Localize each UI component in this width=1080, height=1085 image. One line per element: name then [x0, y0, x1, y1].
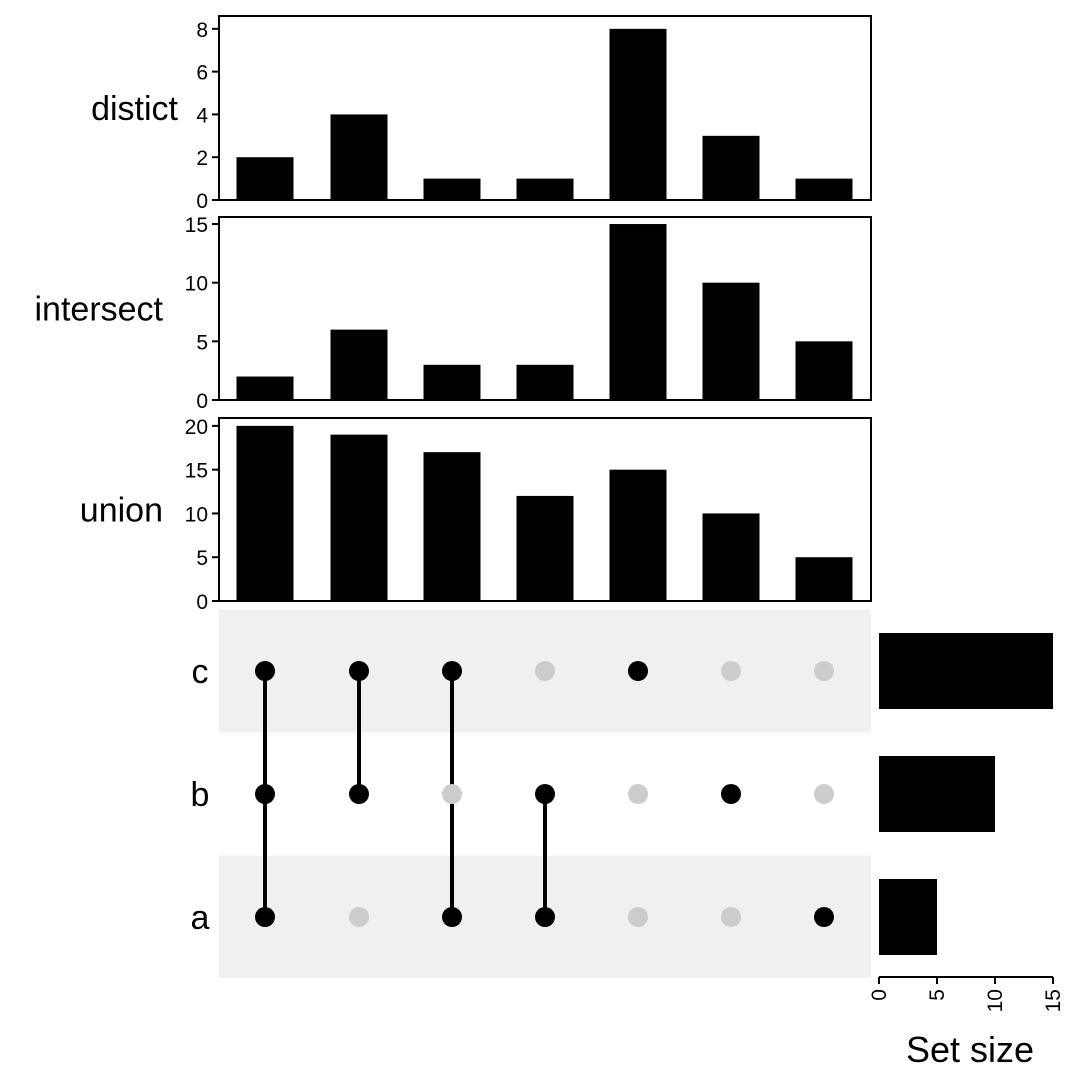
y-tick-label-intersect-5: 5: [196, 331, 208, 354]
panel-label-intersect: intersect: [35, 291, 164, 329]
matrix-dot-2-c-active: [349, 661, 369, 681]
matrix-dot-5-b-inactive: [628, 784, 648, 804]
set-size-tick-label-10: 10: [984, 989, 1007, 1012]
bar-intersect-3: [423, 364, 481, 400]
matrix-dot-2-a-inactive: [349, 907, 369, 927]
matrix-dot-7-b-inactive: [814, 784, 834, 804]
y-tick-label-distict-0: 0: [196, 190, 208, 213]
set-size-tick-label-0: 0: [868, 989, 891, 1001]
matrix-dot-6-c-inactive: [721, 661, 741, 681]
matrix-dot-1-a-active: [255, 907, 275, 927]
y-tick-label-intersect-10: 10: [185, 273, 208, 296]
bar-intersect-2: [330, 329, 388, 400]
set-label-c: c: [192, 653, 209, 691]
y-tick-label-union-0: 0: [196, 591, 208, 614]
set-size-bar-b: [879, 756, 996, 832]
matrix-dot-7-c-inactive: [814, 661, 834, 681]
panel-frame-distict: [218, 15, 872, 201]
bar-union-2: [330, 434, 388, 601]
matrix-dot-2-b-active: [349, 784, 369, 804]
bar-union-4: [516, 495, 574, 601]
y-tick-label-intersect-0: 0: [196, 390, 208, 413]
matrix-dot-5-a-inactive: [628, 907, 648, 927]
y-tick-label-distict-4: 4: [196, 104, 208, 127]
set-label-b: b: [191, 776, 210, 814]
y-tick-label-intersect-15: 15: [185, 214, 208, 237]
matrix-dot-4-b-active: [535, 784, 555, 804]
matrix-dot-1-c-active: [255, 661, 275, 681]
matrix-dot-5-c-active: [628, 661, 648, 681]
panel-label-distict: distict: [91, 90, 178, 128]
y-tick-label-union-15: 15: [185, 460, 208, 483]
set-size-bar-c: [879, 633, 1054, 709]
matrix-dot-7-a-active: [814, 907, 834, 927]
y-tick-label-union-5: 5: [196, 547, 208, 570]
bar-distict-2: [330, 114, 388, 200]
matrix-dot-4-a-active: [535, 907, 555, 927]
y-tick-label-union-10: 10: [185, 503, 208, 526]
bar-union-5: [609, 469, 667, 601]
bar-union-3: [423, 452, 481, 601]
bar-distict-5: [609, 28, 667, 201]
matrix-dot-6-a-inactive: [721, 907, 741, 927]
bar-intersect-4: [516, 364, 574, 400]
y-tick-label-union-20: 20: [185, 416, 208, 439]
set-size-tick-label-5: 5: [926, 989, 949, 1001]
matrix-dot-3-c-active: [442, 661, 462, 681]
y-tick-label-distict-8: 8: [196, 19, 208, 42]
set-label-a: a: [191, 899, 210, 937]
bar-intersect-6: [702, 282, 760, 400]
bar-distict-6: [702, 135, 760, 200]
panel-frame-union: [218, 417, 872, 602]
bar-distict-7: [795, 178, 853, 200]
matrix-dot-4-c-inactive: [535, 661, 555, 681]
bar-distict-1: [236, 157, 294, 200]
matrix-dot-3-b-inactive: [442, 784, 462, 804]
matrix-dot-1-b-active: [255, 784, 275, 804]
matrix-dot-6-b-active: [721, 784, 741, 804]
bar-intersect-1: [236, 376, 294, 400]
y-tick-label-distict-6: 6: [196, 62, 208, 85]
bar-intersect-7: [795, 341, 853, 400]
set-size-bar-a: [879, 879, 938, 955]
panel-frame-intersect: [218, 216, 872, 401]
set-size-tick-label-15: 15: [1042, 989, 1065, 1012]
bar-distict-3: [423, 178, 481, 200]
bar-intersect-5: [609, 224, 667, 400]
y-tick-label-distict-2: 2: [196, 147, 208, 170]
bar-union-7: [795, 557, 853, 601]
bar-union-6: [702, 513, 760, 601]
bar-distict-4: [516, 178, 574, 200]
set-size-axis-title: Set size: [906, 1029, 1034, 1070]
matrix-dot-3-a-active: [442, 907, 462, 927]
bar-union-1: [236, 425, 294, 601]
panel-label-union: union: [80, 492, 163, 530]
